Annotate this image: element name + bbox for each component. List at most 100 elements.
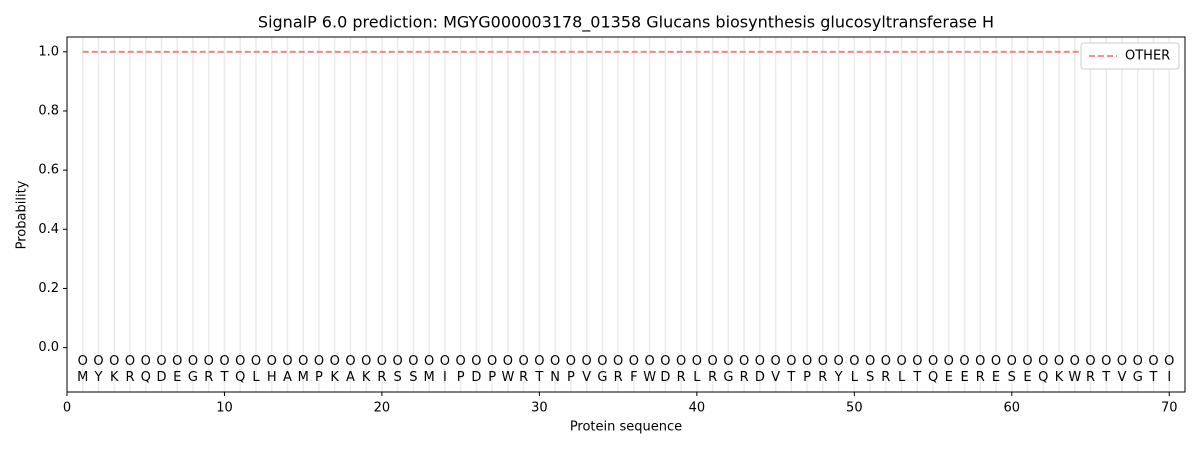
- x-tick-label: 0: [63, 401, 71, 416]
- y-tick-label: 0.2: [38, 281, 59, 296]
- state-label: O: [251, 354, 261, 369]
- state-label: O: [393, 354, 403, 369]
- state-label: O: [471, 354, 481, 369]
- state-label: O: [1038, 354, 1048, 369]
- legend-label: OTHER: [1125, 49, 1170, 64]
- state-label: O: [1164, 354, 1174, 369]
- state-label: O: [818, 354, 828, 369]
- residue-label: R: [708, 370, 717, 385]
- state-label: O: [503, 354, 513, 369]
- state-label: O: [314, 354, 324, 369]
- x-axis-label: Protein sequence: [570, 420, 682, 435]
- state-label: O: [345, 354, 355, 369]
- residue-label: R: [519, 370, 528, 385]
- state-label: O: [802, 354, 812, 369]
- x-tick-label: 20: [374, 401, 391, 416]
- state-label: O: [440, 354, 450, 369]
- state-label: O: [1101, 354, 1111, 369]
- residue-label: S: [409, 370, 417, 385]
- state-label: O: [566, 354, 576, 369]
- state-label: O: [550, 354, 560, 369]
- state-label: O: [487, 354, 497, 369]
- residue-label: T: [1101, 370, 1110, 385]
- state-label: O: [755, 354, 765, 369]
- state-label: O: [408, 354, 418, 369]
- residue-label: S: [1008, 370, 1016, 385]
- state-label: O: [377, 354, 387, 369]
- residue-label: Y: [834, 370, 843, 385]
- state-label: O: [298, 354, 308, 369]
- state-label: O: [849, 354, 859, 369]
- residue-label: G: [188, 370, 198, 385]
- x-tick-label: 70: [1161, 401, 1178, 416]
- residue-label: T: [786, 370, 795, 385]
- state-label: O: [93, 354, 103, 369]
- residue-label: E: [992, 370, 1000, 385]
- residue-label: P: [457, 370, 465, 385]
- y-tick-label: 0.0: [38, 340, 59, 355]
- residue-label: T: [219, 370, 228, 385]
- state-label: O: [424, 354, 434, 369]
- state-label: O: [204, 354, 214, 369]
- state-label: O: [219, 354, 229, 369]
- residue-label: K: [110, 370, 119, 385]
- state-label: O: [534, 354, 544, 369]
- residue-label: P: [488, 370, 496, 385]
- y-tick-label: 0.8: [38, 103, 59, 118]
- chart-title: SignalP 6.0 prediction: MGYG000003178_01…: [258, 13, 994, 33]
- state-label: O: [282, 354, 292, 369]
- state-label: O: [1148, 354, 1158, 369]
- x-tick-label: 30: [531, 401, 548, 416]
- state-label: O: [833, 354, 843, 369]
- residue-label: I: [443, 370, 447, 385]
- state-label: O: [991, 354, 1001, 369]
- residue-label: W: [1068, 370, 1081, 385]
- residue-label: R: [1086, 370, 1095, 385]
- residue-label: D: [156, 370, 166, 385]
- state-label: O: [959, 354, 969, 369]
- state-label: O: [723, 354, 733, 369]
- residue-label: D: [755, 370, 765, 385]
- residue-label: G: [1133, 370, 1143, 385]
- x-tick-label: 50: [846, 401, 863, 416]
- state-label: O: [125, 354, 135, 369]
- state-label: O: [944, 354, 954, 369]
- residue-label: E: [1023, 370, 1031, 385]
- state-label: O: [141, 354, 151, 369]
- state-label: O: [1117, 354, 1127, 369]
- state-label: O: [676, 354, 686, 369]
- state-label: O: [78, 354, 88, 369]
- residue-label: M: [424, 370, 435, 385]
- residue-label: W: [643, 370, 656, 385]
- legend-box: [1080, 42, 1180, 70]
- x-tick-label: 40: [689, 401, 706, 416]
- residue-label: P: [567, 370, 575, 385]
- residue-label: R: [818, 370, 827, 385]
- residue-label: L: [851, 370, 859, 385]
- residue-label: E: [945, 370, 953, 385]
- state-label: O: [660, 354, 670, 369]
- residue-label: T: [1149, 370, 1158, 385]
- residue-label: S: [394, 370, 402, 385]
- state-label: O: [1085, 354, 1095, 369]
- state-label: O: [1054, 354, 1064, 369]
- residue-label: N: [550, 370, 560, 385]
- state-label: O: [692, 354, 702, 369]
- residue-label: T: [912, 370, 921, 385]
- state-label: O: [519, 354, 529, 369]
- state-label: O: [597, 354, 607, 369]
- state-label: O: [770, 354, 780, 369]
- state-label: O: [786, 354, 796, 369]
- residue-label: K: [1055, 370, 1064, 385]
- residue-label: R: [204, 370, 213, 385]
- state-label: O: [109, 354, 119, 369]
- state-label: O: [188, 354, 198, 369]
- state-label: O: [456, 354, 466, 369]
- residue-label: P: [315, 370, 323, 385]
- residue-label: G: [723, 370, 733, 385]
- residue-label: D: [660, 370, 670, 385]
- residue-label: A: [283, 370, 292, 385]
- residue-label: R: [377, 370, 386, 385]
- residue-label: R: [976, 370, 985, 385]
- residue-label: G: [597, 370, 607, 385]
